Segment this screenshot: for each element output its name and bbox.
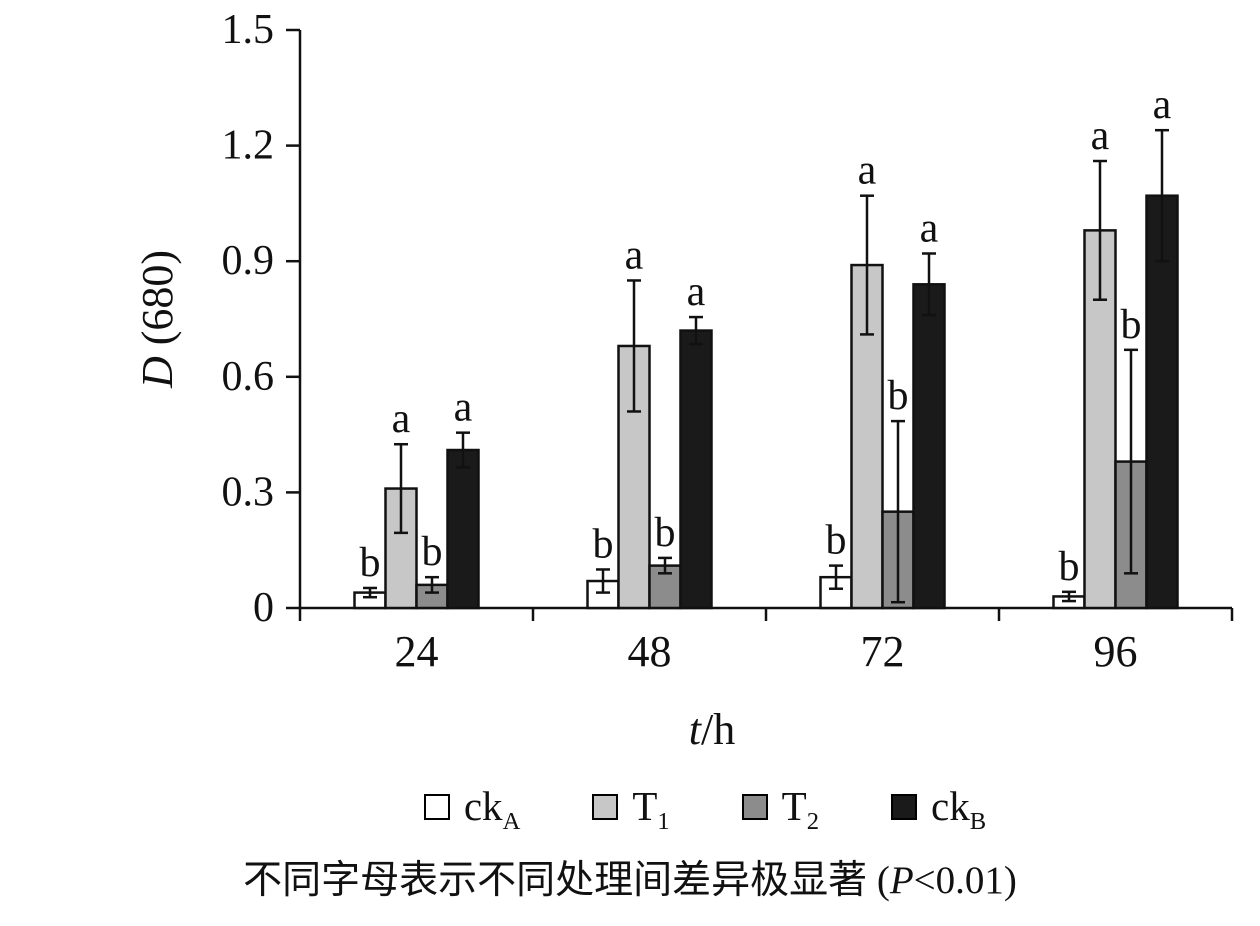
- caption: 不同字母表示不同处理间差异极显著 (P<0.01): [0, 858, 1260, 905]
- y-tick-label: 0.3: [222, 469, 275, 515]
- legend-label-ckb: ckB: [931, 783, 987, 836]
- sig-letter-ckb-96: a: [1153, 82, 1172, 128]
- y-tick-label: 0.9: [222, 238, 275, 284]
- caption-text: 不同字母表示不同处理间差异极显著 (: [243, 859, 890, 902]
- caption-suffix: <0.01): [913, 859, 1017, 902]
- sig-letter-cka-24: b: [360, 540, 381, 586]
- bar-t1-48: [617, 344, 651, 610]
- bar-ckb-72: [912, 283, 946, 610]
- legend-swatch-ckb: [891, 793, 918, 820]
- sig-letter-t2-72: b: [888, 373, 909, 419]
- legend-item-t2: T2: [741, 783, 820, 836]
- y-tick-label: 0: [253, 585, 274, 631]
- legend-swatch-t2: [741, 793, 768, 820]
- caption-p-italic: P: [889, 859, 914, 902]
- sig-letter-t1-72: a: [858, 148, 877, 194]
- y-tick-label: 0.6: [222, 354, 275, 400]
- legend-item-cka: ckA: [423, 783, 521, 836]
- sig-letter-t2-48: b: [655, 510, 676, 556]
- sig-letter-t1-96: a: [1091, 113, 1110, 159]
- sig-letter-ckb-72: a: [920, 205, 939, 251]
- x-tick-label: 48: [628, 627, 672, 676]
- bar-ckb-24: [446, 448, 480, 610]
- y-axis-label: D (680): [133, 250, 182, 389]
- y-tick-label: 1.5: [222, 7, 275, 53]
- legend-swatch-t1: [592, 793, 619, 820]
- sig-letter-t1-48: a: [625, 232, 644, 278]
- sig-letter-t2-24: b: [422, 529, 443, 575]
- x-tick-label: 24: [395, 627, 439, 676]
- legend: ckA T1 T2 ckB: [0, 783, 1260, 836]
- sig-letter-cka-48: b: [593, 521, 614, 567]
- sig-letter-cka-96: b: [1059, 544, 1080, 590]
- bar-ckb-48: [679, 329, 713, 610]
- sig-letter-cka-72: b: [826, 518, 847, 564]
- x-axis-label: t/h: [689, 705, 735, 754]
- legend-item-t1: T1: [592, 783, 670, 836]
- legend-swatch-cka: [423, 793, 450, 820]
- legend-label-t2: T2: [781, 783, 820, 836]
- y-tick-label: 1.2: [222, 123, 275, 169]
- legend-label-t1: T1: [632, 783, 670, 836]
- sig-letter-ckb-24: a: [454, 385, 473, 431]
- x-tick-label: 72: [861, 627, 905, 676]
- bar-ckb-96: [1145, 194, 1179, 610]
- x-tick-label: 96: [1094, 627, 1138, 676]
- legend-label-cka: ckA: [463, 783, 521, 836]
- sig-letter-ckb-48: a: [687, 269, 706, 315]
- legend-item-ckb: ckB: [891, 783, 987, 836]
- sig-letter-t1-24: a: [392, 396, 411, 442]
- sig-letter-t2-96: b: [1121, 302, 1142, 348]
